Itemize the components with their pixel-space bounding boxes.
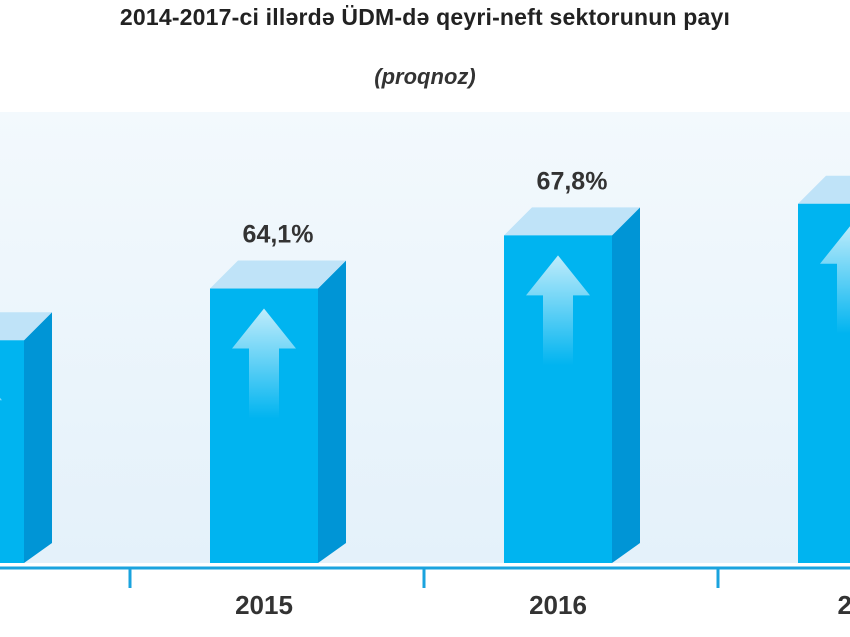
bar-front-2014 (0, 340, 24, 563)
bar-2015 (210, 260, 346, 563)
value-label-2016: 67,8% (537, 167, 608, 195)
plot-panel (0, 112, 850, 563)
bar-top-2014 (0, 312, 52, 341)
up-arrow-icon (232, 308, 296, 419)
bar-top-2015 (210, 260, 346, 289)
category-label-2015: 2015 (235, 590, 293, 620)
bar-side-2016 (612, 207, 640, 563)
bar-side-2015 (318, 260, 346, 563)
bar-top-2016 (504, 207, 640, 236)
category-label-2016: 2016 (529, 590, 587, 620)
up-arrow-icon (526, 255, 590, 366)
bar-2016 (504, 207, 640, 563)
category-label-2017: 20 (838, 590, 850, 620)
chart-subtitle: (proqnoz) (374, 64, 476, 89)
up-arrow-icon (820, 226, 850, 334)
value-label-2015: 64,1% (243, 221, 314, 249)
bar-2017 (798, 175, 850, 564)
bar-side-2014 (24, 312, 52, 563)
bar-top-2017 (798, 175, 850, 204)
up-arrow-icon (0, 397, 2, 401)
bar-2014 (0, 312, 52, 563)
chart-title: 2014-2017-ci illərdə ÜDM-də qeyri-neft s… (119, 4, 731, 30)
